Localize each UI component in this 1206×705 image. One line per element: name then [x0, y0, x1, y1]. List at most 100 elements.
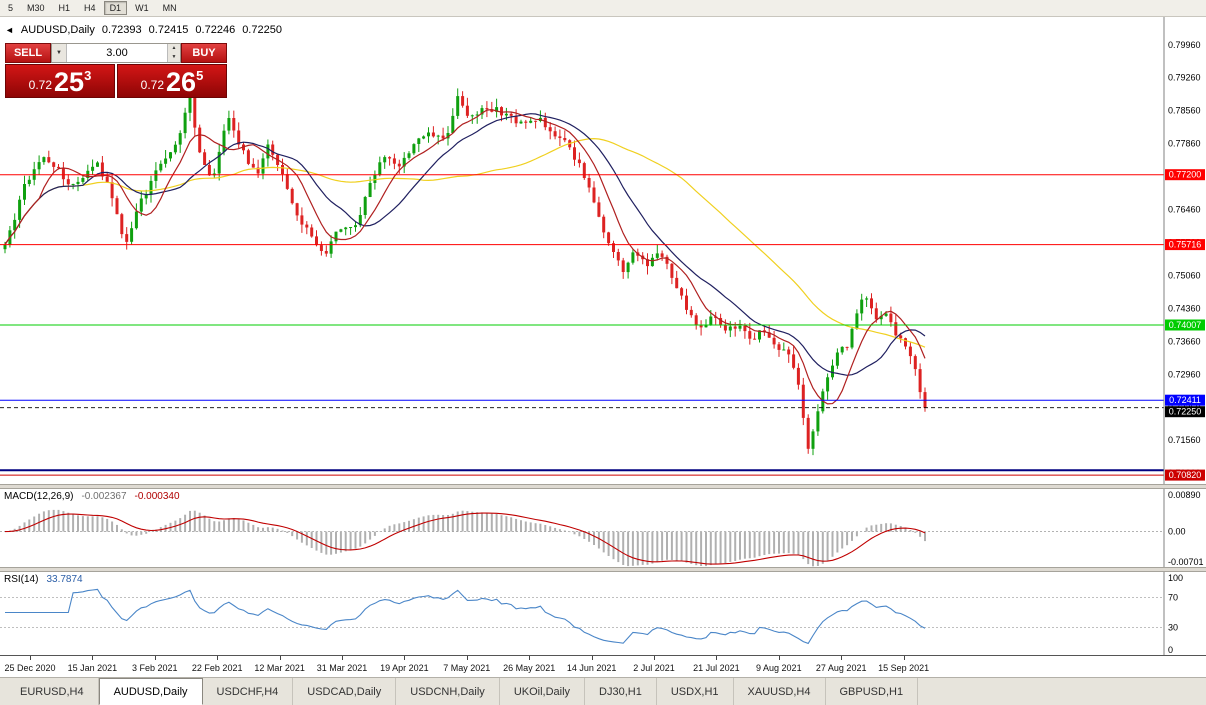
date-axis-label: 3 Feb 2021 [132, 663, 178, 673]
candle-body [256, 167, 260, 174]
date-axis-label: 14 Jun 2021 [566, 663, 617, 673]
candle-body [631, 252, 635, 263]
candle-body [704, 325, 708, 328]
candle-body [534, 120, 538, 122]
candle-body [456, 96, 460, 116]
date-tick [466, 656, 468, 660]
candle-body [159, 163, 163, 171]
tab-xauusd-h4[interactable]: XAUUSD,H4 [734, 678, 826, 705]
tab-gbpusd-h1[interactable]: GBPUSD,H1 [826, 678, 919, 705]
volume-dropdown-button[interactable]: ▼ [52, 44, 67, 62]
candle-body [305, 224, 309, 228]
candle-body [417, 138, 421, 144]
candle-body [621, 260, 625, 272]
candle-body [465, 105, 469, 116]
price-badge [1165, 319, 1205, 331]
candle-body [81, 178, 85, 182]
candle-body [96, 162, 99, 167]
date-axis-label: 31 Mar 2021 [316, 663, 368, 673]
timeframe-button-d1[interactable]: D1 [103, 1, 128, 15]
candle-body [835, 352, 839, 366]
candle-body [777, 344, 781, 350]
candle-body [115, 198, 119, 215]
rsi-axis-label: 30 [1168, 623, 1178, 633]
chart-tab-bar: EURUSD,H4 AUDUSD,Daily USDCHF,H4 USDCAD,Dai… [0, 677, 1206, 705]
candle-body [899, 335, 903, 339]
candle-body [680, 288, 684, 296]
candle-body [300, 215, 304, 225]
tab-usdx-h1[interactable]: USDX,H1 [657, 678, 734, 705]
macd-value-1: -0.002367 [81, 491, 127, 502]
candle-body [358, 215, 362, 226]
tab-eurusd-h4[interactable]: EURUSD,H4 [6, 678, 99, 705]
candle-body [650, 257, 654, 267]
tab-audusd-daily[interactable]: AUDUSD,Daily [98, 678, 203, 705]
tab-usdcad-daily[interactable]: USDCAD,Daily [293, 678, 397, 705]
candle-body [178, 133, 182, 145]
sell-button[interactable]: SELL [5, 43, 51, 63]
buy-price-display[interactable]: 0.72 26 5 [117, 64, 227, 98]
candle-body [490, 109, 494, 112]
candle-body [378, 162, 382, 175]
candle-body [865, 298, 869, 300]
price-axis-label: 0.75060 [1168, 271, 1201, 281]
tab-usdcnh-daily[interactable]: USDCNH,Daily [396, 678, 500, 705]
date-axis-label: 21 Jul 2021 [693, 663, 740, 673]
candle-body [451, 115, 455, 133]
macd-chart[interactable]: 0.00890 0.00 -0.00701 [0, 489, 1206, 567]
candle-body [782, 349, 786, 351]
volume-increase-button[interactable]: ▲ [168, 44, 180, 53]
timeframe-button-m30[interactable]: M30 [27, 3, 45, 13]
candle-body [806, 417, 810, 449]
candle-body [23, 184, 26, 200]
candle-body [543, 117, 547, 128]
candle-body [597, 202, 601, 217]
sell-price-display[interactable]: 0.72 25 3 [5, 64, 115, 98]
candle-body [324, 251, 328, 254]
candle-body [908, 346, 912, 357]
panel-splitter[interactable] [0, 484, 1206, 489]
price-badge [1165, 406, 1205, 418]
price-axis-label: 0.74360 [1168, 303, 1201, 313]
candle-body [884, 313, 888, 316]
moving-average-line [4, 113, 926, 376]
candle-body [816, 411, 820, 432]
buy-button[interactable]: BUY [181, 43, 227, 63]
candle-body [826, 377, 830, 392]
quote-open: 0.72393 [101, 24, 142, 36]
price-badge-label: 0.74007 [1169, 320, 1202, 330]
candle-body [441, 135, 445, 139]
candle-body [801, 384, 805, 418]
rsi-chart[interactable]: 100 70 30 0 [0, 572, 1206, 655]
candle-body [514, 115, 518, 124]
timeframe-button-h4[interactable]: H4 [84, 3, 96, 13]
timeframe-button-w1[interactable]: W1 [135, 3, 149, 13]
candle-body [173, 144, 177, 153]
volume-decrease-button[interactable]: ▼ [168, 53, 180, 62]
panel-splitter[interactable] [0, 567, 1206, 572]
candle-body [753, 338, 757, 340]
candle-body [13, 219, 17, 231]
candle-body [529, 120, 533, 123]
volume-input[interactable] [67, 44, 167, 62]
tab-dj30-h1[interactable]: DJ30,H1 [585, 678, 657, 705]
price-badge-label: 0.70820 [1169, 470, 1202, 480]
candle-body [461, 96, 465, 106]
candle-body [436, 135, 440, 137]
timeframe-button-h1[interactable]: H1 [58, 3, 71, 13]
candle-body [402, 157, 406, 167]
candle-body [285, 174, 289, 189]
rsi-panel: 100 70 30 0 RSI(14) 33.7874 [0, 572, 1206, 655]
date-tick [529, 656, 531, 660]
candle-body [261, 158, 265, 174]
tab-ukoil-daily[interactable]: UKOil,Daily [500, 678, 586, 705]
tab-usdchf-h4[interactable]: USDCHF,H4 [203, 678, 294, 705]
one-click-collapse-icon[interactable]: ◄ [5, 24, 14, 35]
timeframe-button-5[interactable]: 5 [8, 3, 14, 13]
price-chart-panel: 0.799600.792600.785600.778600.771600.764… [0, 17, 1206, 484]
timeframe-button-mn[interactable]: MN [162, 3, 177, 13]
candle-body [120, 214, 124, 235]
price-chart[interactable]: 0.799600.792600.785600.778600.771600.764… [0, 17, 1206, 484]
date-axis-label: 15 Jan 2021 [67, 663, 118, 673]
candle-body [665, 256, 669, 264]
